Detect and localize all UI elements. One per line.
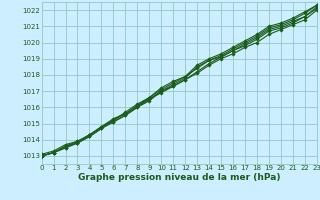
X-axis label: Graphe pression niveau de la mer (hPa): Graphe pression niveau de la mer (hPa): [78, 173, 280, 182]
